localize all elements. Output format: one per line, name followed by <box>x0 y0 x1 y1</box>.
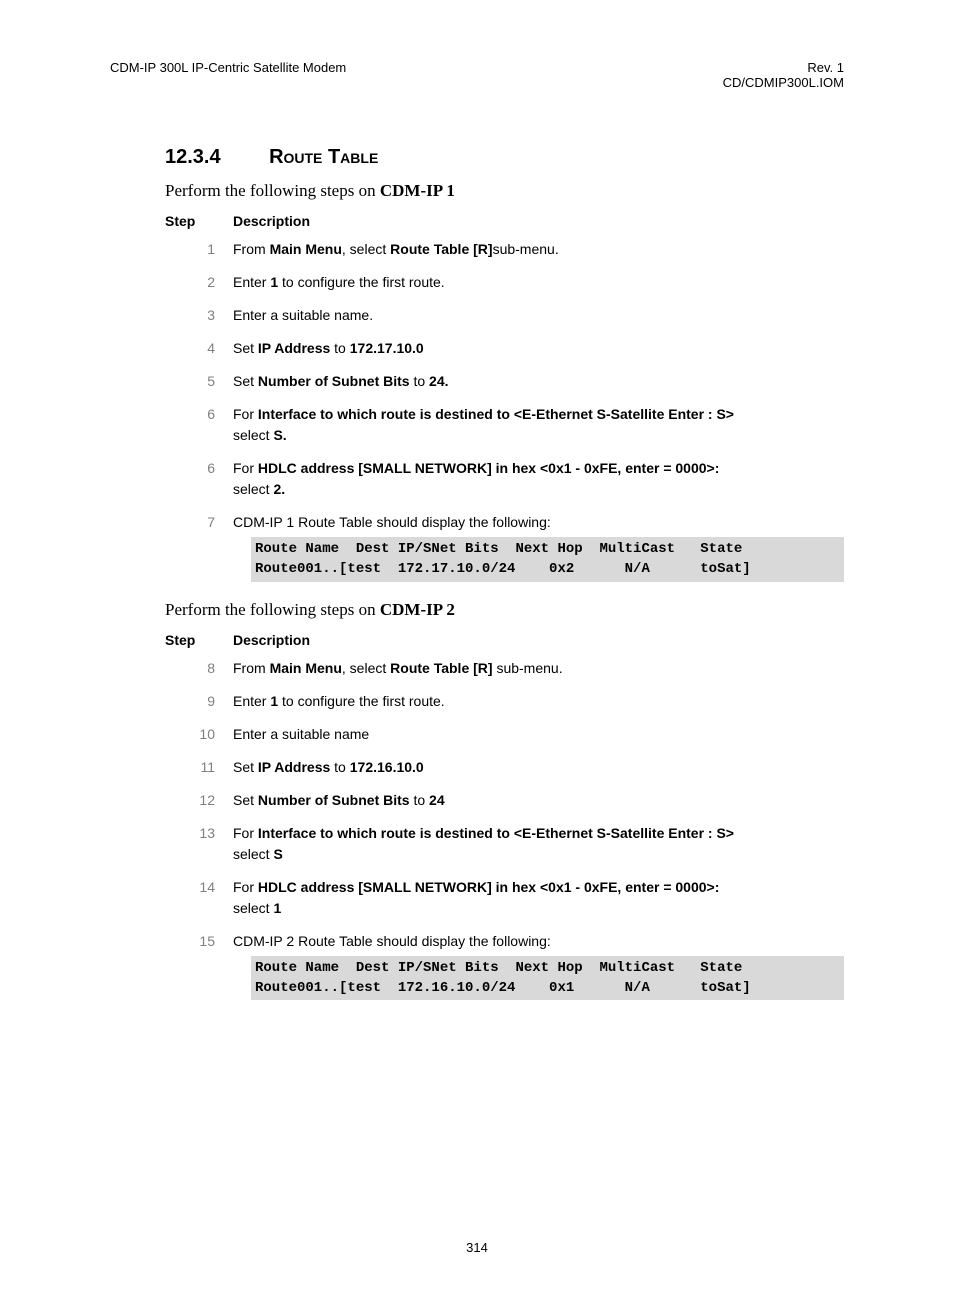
step-desc: Set Number of Subnet Bits to 24 <box>233 790 844 811</box>
table-row: 6 For HDLC address [SMALL NETWORK] in he… <box>165 458 844 500</box>
step-num: 12 <box>165 790 233 811</box>
step-num: 2 <box>165 272 233 293</box>
table-row: 14 For HDLC address [SMALL NETWORK] in h… <box>165 877 844 919</box>
table-row: 12 Set Number of Subnet Bits to 24 <box>165 790 844 811</box>
step-num: 6 <box>165 404 233 446</box>
step-desc: CDM-IP 1 Route Table should display the … <box>233 512 844 582</box>
header-doc: CD/CDMIP300L.IOM <box>723 75 844 90</box>
step-desc: Enter 1 to configure the first route. <box>233 691 844 712</box>
table-row: 9 Enter 1 to configure the first route. <box>165 691 844 712</box>
intro1-bold: CDM-IP 1 <box>380 181 455 200</box>
step-header-2: Step Description <box>165 632 844 648</box>
table-row: 10 Enter a suitable name <box>165 724 844 745</box>
section-heading: 12.3.4 Route Table <box>165 146 844 169</box>
step-table-1: Step Description 1 From Main Menu, selec… <box>165 213 844 582</box>
intro2-bold: CDM-IP 2 <box>380 600 455 619</box>
step-num: 4 <box>165 338 233 359</box>
page-number: 314 <box>110 1240 844 1255</box>
step-desc: Set IP Address to 172.16.10.0 <box>233 757 844 778</box>
table-row: 2 Enter 1 to configure the first route. <box>165 272 844 293</box>
step-desc: For Interface to which route is destined… <box>233 823 844 865</box>
step-desc: Set IP Address to 172.17.10.0 <box>233 338 844 359</box>
step-desc: Set Number of Subnet Bits to 24. <box>233 371 844 392</box>
header-rev: Rev. 1 <box>723 60 844 75</box>
table-row: 6 For Interface to which route is destin… <box>165 404 844 446</box>
step-num: 15 <box>165 931 233 1001</box>
step-num: 7 <box>165 512 233 582</box>
table-row: 3 Enter a suitable name. <box>165 305 844 326</box>
intro-line-2: Perform the following steps on CDM-IP 2 <box>165 600 844 620</box>
step-header-1: Step Description <box>165 213 844 229</box>
col-desc: Description <box>233 632 310 648</box>
table-row: 1 From Main Menu, select Route Table [R]… <box>165 239 844 260</box>
col-step: Step <box>165 632 233 648</box>
col-desc: Description <box>233 213 310 229</box>
step-desc: For HDLC address [SMALL NETWORK] in hex … <box>233 458 844 500</box>
step-desc: Enter a suitable name <box>233 724 844 745</box>
step-num: 1 <box>165 239 233 260</box>
header-right: Rev. 1 CD/CDMIP300L.IOM <box>723 60 844 90</box>
code-block: Route Name Dest IP/SNet Bits Next Hop Mu… <box>251 537 844 582</box>
step-desc: CDM-IP 2 Route Table should display the … <box>233 931 844 1001</box>
step-num: 3 <box>165 305 233 326</box>
intro1-text: Perform the following steps on <box>165 181 380 200</box>
intro-line-1: Perform the following steps on CDM-IP 1 <box>165 181 844 201</box>
table-row: 5 Set Number of Subnet Bits to 24. <box>165 371 844 392</box>
step-desc: Enter a suitable name. <box>233 305 844 326</box>
step-desc: From Main Menu, select Route Table [R] s… <box>233 658 844 679</box>
step-num: 9 <box>165 691 233 712</box>
table-row: 7 CDM-IP 1 Route Table should display th… <box>165 512 844 582</box>
step-desc: For Interface to which route is destined… <box>233 404 844 446</box>
code-block: Route Name Dest IP/SNet Bits Next Hop Mu… <box>251 956 844 1001</box>
page-header: CDM-IP 300L IP-Centric Satellite Modem R… <box>110 60 844 90</box>
section-title: Route Table <box>269 146 378 168</box>
step-desc: Enter 1 to configure the first route. <box>233 272 844 293</box>
step-desc: For HDLC address [SMALL NETWORK] in hex … <box>233 877 844 919</box>
step-num: 13 <box>165 823 233 865</box>
table-row: 15 CDM-IP 2 Route Table should display t… <box>165 931 844 1001</box>
step-num: 5 <box>165 371 233 392</box>
step-num: 14 <box>165 877 233 919</box>
step-num: 10 <box>165 724 233 745</box>
table-row: 13 For Interface to which route is desti… <box>165 823 844 865</box>
page: CDM-IP 300L IP-Centric Satellite Modem R… <box>0 0 954 1295</box>
step-desc: From Main Menu, select Route Table [R]su… <box>233 239 844 260</box>
step-table-2: Step Description 8 From Main Menu, selec… <box>165 632 844 1001</box>
step-num: 6 <box>165 458 233 500</box>
table-row: 11 Set IP Address to 172.16.10.0 <box>165 757 844 778</box>
table-row: 4 Set IP Address to 172.17.10.0 <box>165 338 844 359</box>
col-step: Step <box>165 213 233 229</box>
section-number: 12.3.4 <box>165 146 221 168</box>
step-num: 11 <box>165 757 233 778</box>
header-left: CDM-IP 300L IP-Centric Satellite Modem <box>110 60 346 90</box>
intro2-text: Perform the following steps on <box>165 600 380 619</box>
step-num: 8 <box>165 658 233 679</box>
table-row: 8 From Main Menu, select Route Table [R]… <box>165 658 844 679</box>
